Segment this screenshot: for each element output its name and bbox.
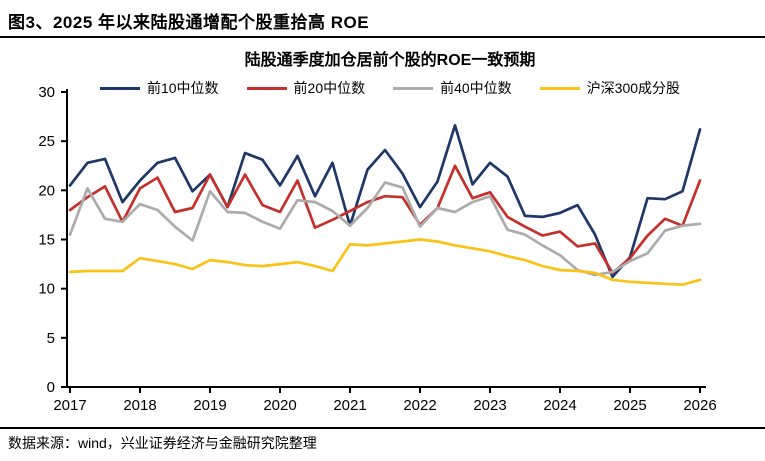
- x-tick-label: 2020: [263, 397, 296, 414]
- y-tick-label: 10: [38, 281, 55, 298]
- legend-label: 前10中位数: [146, 80, 219, 96]
- chart-title: 陆股通季度加仓居前个股的ROE一致预期: [244, 52, 536, 69]
- series-line-3: [68, 238, 702, 287]
- header-divider: [0, 36, 765, 38]
- x-tick-label: 2017: [53, 397, 86, 414]
- x-tick-label: 2026: [683, 397, 716, 414]
- legend-label: 前20中位数: [293, 80, 366, 96]
- x-tick-label: 2022: [403, 397, 436, 414]
- line-swatch-icon: [393, 86, 434, 90]
- series-line-1: [68, 164, 702, 275]
- y-tick-label: 20: [38, 182, 55, 199]
- legend-item-top10: 前10中位数: [99, 78, 219, 98]
- x-tick-label: 2021: [333, 397, 366, 414]
- line-swatch-icon: [99, 86, 140, 90]
- x-tick-label: 2018: [123, 397, 156, 414]
- x-tick-label: 2025: [613, 397, 646, 414]
- y-tick-label: 0: [47, 379, 55, 396]
- legend-item-csi300: 沪深300成分股: [539, 78, 681, 98]
- legend-label: 前40中位数: [440, 80, 512, 96]
- legend-item-top40: 前40中位数: [393, 78, 512, 98]
- x-tick-label: 2019: [193, 397, 226, 414]
- y-tick-label: 15: [38, 232, 55, 249]
- figure-title: 图3、2025 年以来陆股通增配个股重拾高 ROE: [8, 13, 370, 32]
- y-tick-label: 30: [38, 84, 55, 101]
- chart-legend: 前10中位数 前20中位数 前40中位数 沪深300成分股: [60, 78, 720, 98]
- series-line-2: [68, 181, 702, 277]
- legend-label: 沪深300成分股: [586, 80, 681, 96]
- y-tick-label: 5: [47, 330, 55, 347]
- x-tick-label: 2024: [543, 397, 576, 414]
- footer-divider: [0, 427, 765, 429]
- legend-item-top20: 前20中位数: [246, 78, 366, 98]
- x-tick-label: 2023: [473, 397, 506, 414]
- data-source-note: 数据来源：wind，兴业证券经济与金融研究院整理: [8, 435, 317, 451]
- line-swatch-icon: [539, 86, 580, 90]
- line-swatch-icon: [246, 86, 287, 90]
- series-line-0: [68, 124, 702, 279]
- y-tick-label: 25: [38, 133, 55, 150]
